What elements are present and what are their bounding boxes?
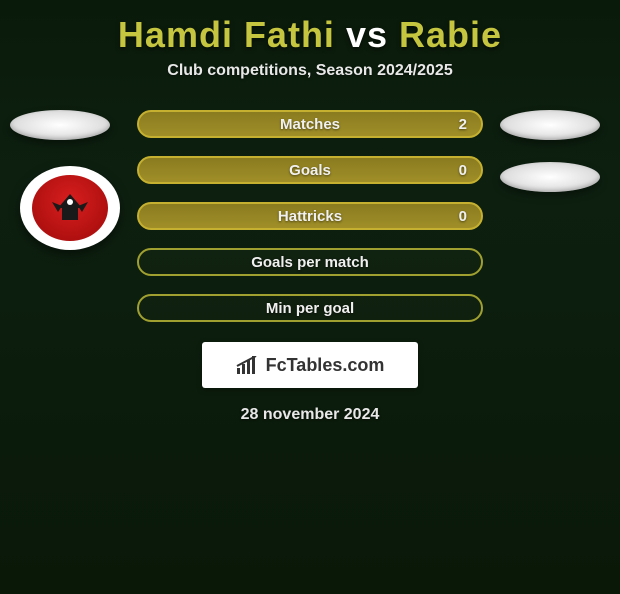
vs-text: vs bbox=[346, 14, 388, 55]
stat-value: 0 bbox=[459, 162, 467, 179]
player2-name: Rabie bbox=[399, 14, 502, 55]
stat-label: Goals per match bbox=[251, 254, 369, 271]
stat-row-matches: Matches 2 bbox=[137, 110, 483, 138]
stat-row-goals-per-match: Goals per match bbox=[137, 248, 483, 276]
stat-label: Min per goal bbox=[266, 300, 354, 317]
subtitle: Club competitions, Season 2024/2025 bbox=[0, 62, 620, 80]
content-area: Matches 2 Goals 0 Hattricks 0 Goals per … bbox=[0, 110, 620, 424]
stat-row-goals: Goals 0 bbox=[137, 156, 483, 184]
eagle-icon bbox=[48, 190, 92, 226]
stat-value: 2 bbox=[459, 116, 467, 133]
chart-icon bbox=[236, 356, 260, 374]
date-text: 28 november 2024 bbox=[0, 406, 620, 424]
stat-label: Hattricks bbox=[278, 208, 342, 225]
stat-label: Goals bbox=[289, 162, 331, 179]
player1-name: Hamdi Fathi bbox=[118, 14, 335, 55]
stat-row-min-per-goal: Min per goal bbox=[137, 294, 483, 322]
stat-label: Matches bbox=[280, 116, 340, 133]
avatar-right-2 bbox=[500, 162, 600, 192]
stats-table: Matches 2 Goals 0 Hattricks 0 Goals per … bbox=[137, 110, 483, 322]
branding-text: FcTables.com bbox=[266, 355, 385, 376]
avatar-right-1 bbox=[500, 110, 600, 140]
stat-row-hattricks: Hattricks 0 bbox=[137, 202, 483, 230]
stat-value: 0 bbox=[459, 208, 467, 225]
avatar-left bbox=[10, 110, 110, 140]
club-badge-inner bbox=[30, 173, 110, 243]
page-title: Hamdi Fathi vs Rabie bbox=[0, 14, 620, 56]
club-badge bbox=[20, 166, 120, 250]
branding-badge: FcTables.com bbox=[202, 342, 418, 388]
